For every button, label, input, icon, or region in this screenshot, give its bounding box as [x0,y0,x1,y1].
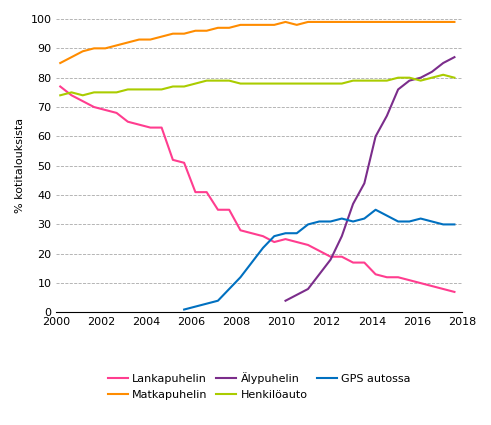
Y-axis label: % kotitalouksista: % kotitalouksista [15,118,25,213]
Legend: Lankapuhelin, Matkapuhelin, Älypuhelin, Henkilöauto, GPS autossa: Lankapuhelin, Matkapuhelin, Älypuhelin, … [103,368,415,404]
